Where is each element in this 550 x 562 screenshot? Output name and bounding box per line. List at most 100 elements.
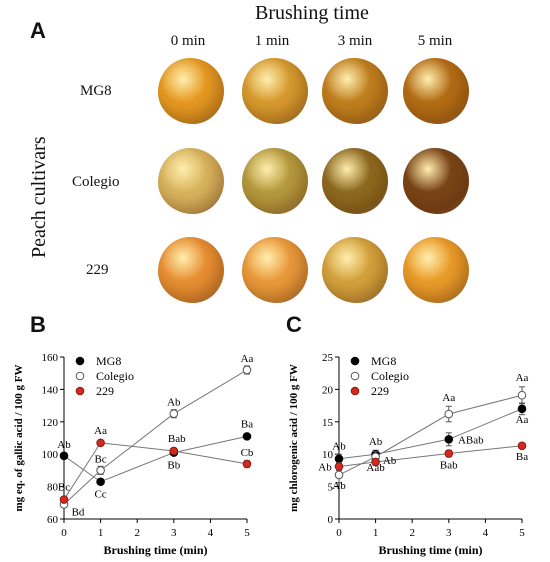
chart-b-x-axis-label: Brushing time (min): [103, 543, 207, 557]
chart-c-y-axis-label: mg chlorogenic acid / 100 g FW: [288, 364, 300, 512]
chart-c-point-label-mg8-1: Ab: [369, 436, 383, 448]
chart-b-ytick-label-2: 100: [42, 449, 59, 461]
chart-b-legend-marker-colegio: [75, 371, 85, 381]
chart-b-point-229-0: [59, 495, 69, 504]
chart-b-point-mg8-0: [59, 451, 69, 461]
chart-b: 60 80 100 120 140 160 0 1 2 3 4 5 Brushing time (min…: [13, 352, 254, 557]
chart-b-point-mg8-1: [96, 477, 105, 487]
chart-c-legend-marker-229: [350, 386, 360, 396]
chart-b-ytick-label-0: 60: [47, 514, 59, 526]
chart-c-xtick-label-0: 0: [336, 527, 342, 539]
chart-c-point-label-229-1: Ab: [383, 455, 397, 467]
chart-c-point-label-colegio-3: Aa: [516, 372, 529, 384]
chart-b-point-colegio-1: [96, 466, 105, 475]
chart-b-point-colegio-3: [242, 365, 252, 375]
chart-b-point-label-229-1: Aa: [94, 425, 107, 437]
chart-c-point-label-229-0: Ab: [318, 462, 332, 474]
panel-a-title: Brushing time: [255, 2, 369, 24]
chart-c-point-label-mg8-0: Ab: [332, 441, 346, 453]
chart-c-point-label-229-3: Ba: [516, 451, 528, 463]
chart-b-point-label-colegio-2: Ab: [167, 397, 181, 409]
row-label-colegio: Colegio: [72, 174, 120, 190]
chart-b-xtick-label-3: 3: [171, 527, 177, 539]
chart-b-xtick-label-0: 0: [61, 527, 67, 539]
chart-c-point-colegio-2: [444, 409, 454, 419]
chart-b-point-label-colegio-3: Aa: [241, 353, 254, 365]
chart-b-series-line-mg8: [63, 435, 248, 483]
chart-b-point-229-1: [96, 438, 105, 448]
chart-c-point-229-2: [444, 449, 454, 458]
chart-b-ytick-label-1: 80: [47, 482, 59, 494]
chart-c-series-line-229: [338, 445, 523, 468]
chart-b-point-colegio-2: [169, 409, 179, 418]
chart-c-point-label-mg8-2: ABab: [458, 434, 484, 446]
chart-c-point-229-1: [371, 457, 380, 467]
peach-photo-mg8-0: [158, 58, 224, 124]
col-label-0: 0 min: [170, 33, 206, 49]
chart-b-point-229-3: [242, 459, 252, 469]
chart-c-legend-marker-colegio: [350, 371, 360, 381]
chart-c-series-line-colegio: [338, 394, 523, 476]
chart-b-ytick-label-4: 140: [42, 384, 59, 396]
chart-c-ytick-label-3: 15: [322, 417, 334, 429]
chart-c-legend-label-mg8: MG8: [371, 354, 396, 368]
panel-a-y-title: Peach cultivars: [28, 136, 50, 258]
chart-c-point-label-colegio-0: Ab: [332, 480, 346, 492]
row-label-229: 229: [86, 262, 109, 278]
chart-b-point-229-2: [169, 446, 179, 456]
chart-c-point-label-229-2: Bab: [440, 460, 458, 472]
chart-c-xtick-label-4: 4: [483, 527, 489, 539]
chart-c-ytick-label-4: 20: [322, 384, 334, 396]
chart-c-ytick-label-1: 5: [328, 482, 334, 494]
chart-c-point-mg8-0: [334, 454, 344, 464]
chart-c-legend-label-229: 229: [371, 384, 389, 398]
peach-photo-229-0: [158, 237, 224, 303]
chart-c-ytick-label-2: 10: [322, 449, 334, 461]
chart-c-legend-label-colegio: Colegio: [371, 369, 409, 383]
chart-c-point-229-3: [517, 441, 527, 451]
chart-c-point-label-colegio-1: Aab: [366, 462, 385, 474]
chart-c-xtick-label-2: 2: [409, 527, 415, 539]
chart-b-xtick-label-4: 4: [208, 527, 214, 539]
chart-c-point-mg8-3: [517, 404, 527, 414]
chart-b-series-line-colegio: [63, 369, 248, 505]
col-label-2: 3 min: [337, 33, 373, 49]
chart-b-ytick-label-5: 160: [42, 352, 59, 364]
chart-b-legend-label-mg8: MG8: [96, 354, 121, 368]
chart-c-x-axis-label: Brushing time (min): [378, 543, 482, 557]
chart-b-point-label-229-2: Bab: [168, 433, 186, 445]
peach-photo-colegio-1: [242, 148, 308, 214]
chart-c-point-label-colegio-2: Aa: [442, 392, 455, 404]
chart-b-point-label-colegio-0: Bd: [72, 506, 85, 518]
peach-photo-mg8-3: [403, 58, 469, 124]
chart-b-point-mg8-3: [242, 432, 252, 441]
chart-c-xtick-label-3: 3: [446, 527, 452, 539]
peach-photo-229-1: [242, 237, 308, 303]
chart-b-point-label-mg8-3: Ba: [241, 418, 253, 430]
chart-b-xtick-label-2: 2: [134, 527, 140, 539]
chart-b-point-label-229-0: Bc: [58, 482, 70, 494]
chart-c-ytick-label-0: 0: [328, 514, 334, 526]
chart-c-series-line-mg8: [338, 408, 523, 460]
chart-b-point-label-mg8-2: Bb: [167, 460, 180, 472]
chart-c-point-mg8-2: [444, 434, 454, 444]
chart-b-xtick-label-5: 5: [244, 527, 250, 539]
chart-c-xtick-label-5: 5: [519, 527, 525, 539]
chart-b-point-label-229-3: Cb: [241, 447, 254, 459]
chart-b-point-label-mg8-0: Ab: [57, 439, 71, 451]
peach-photo-colegio-2: [322, 148, 388, 214]
chart-c-legend-marker-mg8: [350, 356, 360, 366]
chart-c: 0 5 10 15 20 25 0 1 2 3 4 5 Brushing time (min) mg ch…: [288, 352, 529, 557]
chart-c-point-colegio-0: [334, 470, 344, 480]
peach-photo-229-3: [403, 237, 469, 303]
chart-c-point-label-mg8-3: Aa: [516, 414, 529, 426]
chart-b-xtick-label-1: 1: [98, 527, 104, 539]
peach-photo-colegio-0: [158, 148, 224, 214]
peach-photo-colegio-3: [403, 148, 469, 214]
row-label-mg8: MG8: [80, 83, 112, 99]
peach-photo-229-2: [322, 237, 388, 303]
col-label-1: 1 min: [254, 33, 290, 49]
panel-c-letter: C: [286, 312, 302, 337]
chart-b-y-axis-label: mg eq. of gallic acid / 100 g FW: [13, 365, 25, 512]
chart-b-legend-label-colegio: Colegio: [96, 369, 134, 383]
